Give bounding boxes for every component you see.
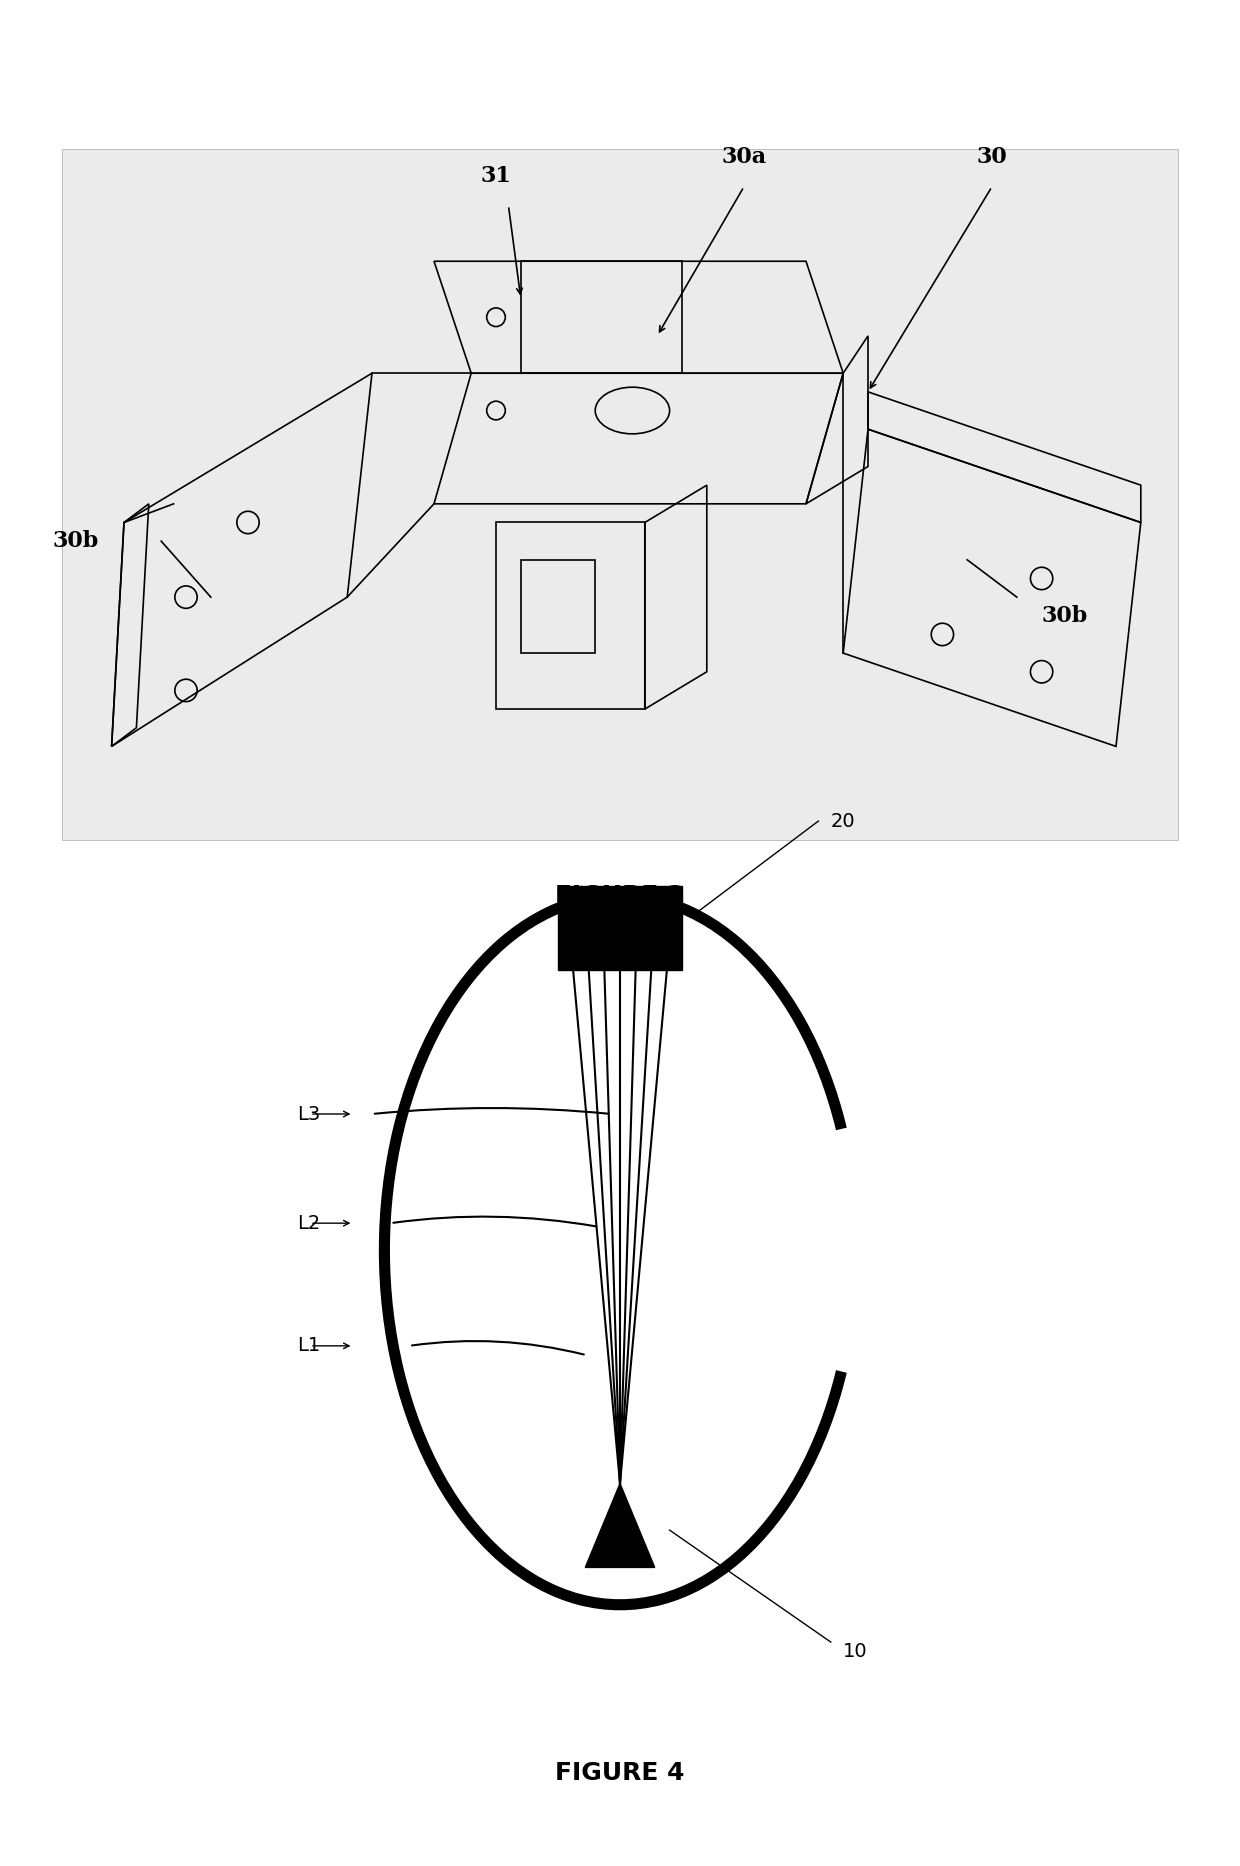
Text: 30: 30 <box>977 146 1007 168</box>
FancyBboxPatch shape <box>62 149 1178 840</box>
Text: 20: 20 <box>831 812 856 830</box>
Text: 30a: 30a <box>722 146 766 168</box>
Text: L1: L1 <box>298 1336 321 1355</box>
Text: L2: L2 <box>298 1213 321 1233</box>
Text: 30b: 30b <box>53 530 99 552</box>
Polygon shape <box>585 1483 655 1567</box>
Text: L3: L3 <box>298 1105 321 1123</box>
Text: 31: 31 <box>481 164 511 187</box>
Text: FIGURE 3: FIGURE 3 <box>556 884 684 907</box>
FancyBboxPatch shape <box>74 168 1166 802</box>
Text: FIGURE 4: FIGURE 4 <box>556 1762 684 1784</box>
Bar <box>558 886 682 970</box>
Text: 30b: 30b <box>1042 605 1087 627</box>
Text: 10: 10 <box>843 1642 868 1661</box>
